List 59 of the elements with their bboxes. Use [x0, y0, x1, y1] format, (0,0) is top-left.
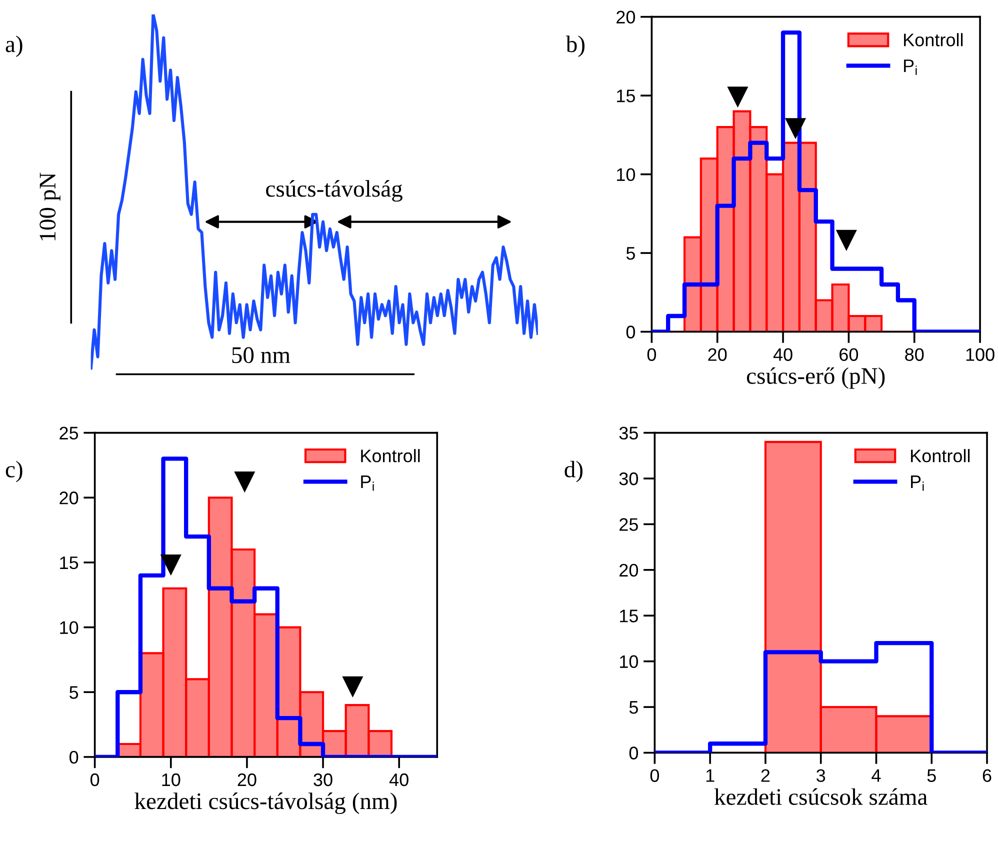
annotation: 50 nm: [232, 347, 290, 364]
x-axis-title: kezdeti csúcs-távolság (nm): [134, 792, 397, 814]
x-tick-label: 20: [238, 773, 256, 786]
legend-label: Kontroll: [904, 33, 963, 46]
y-tick-label: 10: [60, 621, 78, 634]
x-tick-label: 4: [872, 769, 881, 782]
text: d): [564, 460, 582, 482]
legend-label: Kontroll: [361, 449, 420, 462]
y-tick-label: 30: [619, 472, 638, 486]
x-tick-label: 40: [773, 348, 792, 361]
y-tick-label: 20: [616, 10, 636, 24]
point: [234, 472, 256, 493]
point: [160, 554, 182, 576]
text: a): [6, 36, 22, 58]
annotation: csúcs-távolság: [266, 180, 402, 202]
legend-label: P$_{i}$: [911, 476, 924, 491]
point: [784, 118, 806, 140]
x-tick-label: 30: [314, 773, 332, 786]
x-tick-label: 0: [650, 769, 660, 782]
text: c): [6, 460, 22, 482]
x-tick-label: 100: [966, 348, 994, 361]
x-tick-label: 5: [927, 769, 936, 782]
y-tick-label: 25: [60, 426, 78, 440]
x-tick-label: 60: [840, 348, 858, 361]
x-tick-label: 6: [982, 769, 992, 782]
y-tick-label: 10: [617, 168, 636, 182]
x-tick-label: 80: [905, 348, 924, 361]
y-tick-label: 5: [70, 686, 78, 699]
x-tick-label: 3: [816, 769, 826, 782]
x-tick-label: 0: [90, 773, 100, 786]
y-tick-label: 25: [620, 518, 638, 531]
x-axis-title: kezdeti csúcsok száma: [714, 788, 928, 805]
y-tick-label: 5: [629, 701, 638, 714]
x-tick-label: 40: [389, 773, 408, 786]
y-tick-label: 15: [617, 90, 635, 102]
x-tick-label: 0: [647, 348, 656, 361]
text: b): [566, 36, 584, 58]
y-tick-label: 15: [620, 610, 638, 622]
point: [342, 676, 364, 698]
y-tick-label: 20: [60, 492, 78, 504]
x-axis-title: csúcs-erő (pN): [746, 367, 885, 389]
y-tick-label: 0: [70, 750, 78, 764]
x-tick-label: 2: [761, 769, 770, 782]
point: [727, 86, 748, 108]
x-tick-label: 20: [708, 348, 727, 361]
y-tick-label: 35: [619, 426, 638, 440]
legend-label: P$_{i}$: [361, 476, 374, 491]
y-tick-label: 20: [620, 564, 638, 577]
y-tick-label: 0: [626, 326, 636, 338]
y-tick-label: 0: [629, 746, 638, 760]
point: [836, 230, 857, 251]
x-tick-label: 10: [162, 773, 180, 786]
text: 100 pN: [40, 172, 60, 240]
x-tick-label: 1: [706, 769, 714, 782]
y-tick-label: 15: [60, 556, 78, 570]
y-tick-label: 10: [620, 655, 638, 668]
y-tick-label: 5: [626, 247, 635, 260]
legend-label: Kontroll: [911, 449, 970, 462]
legend-label: P$_{i}$: [904, 60, 917, 75]
